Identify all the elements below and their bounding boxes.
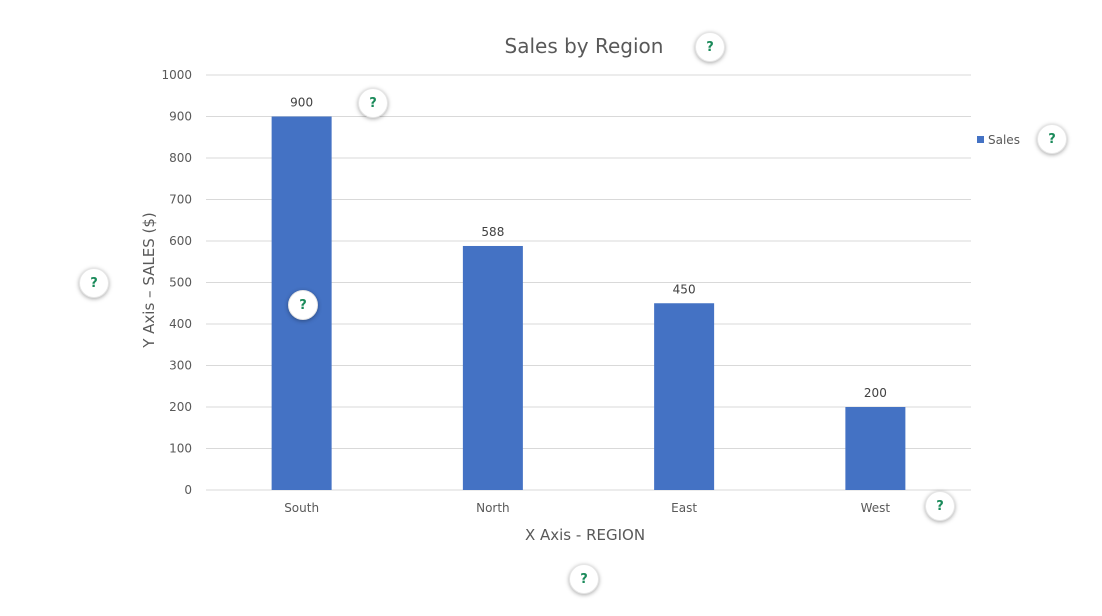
legend-swatch-sales bbox=[977, 136, 984, 143]
y-tick-label: 500 bbox=[169, 276, 192, 290]
help-button-x-axis-title[interactable]: ? bbox=[569, 564, 599, 594]
x-axis-title: X Axis - REGION bbox=[525, 526, 645, 544]
chart-title: Sales by Region bbox=[505, 34, 664, 58]
y-tick-label: 600 bbox=[169, 234, 192, 248]
y-axis-ticks: 0 100 200 300 400 500 600 700 800 900 1000 bbox=[161, 68, 192, 497]
bars bbox=[271, 116, 906, 490]
y-tick-label: 200 bbox=[169, 400, 192, 414]
question-mark-icon: ? bbox=[90, 275, 98, 291]
y-tick-label: 1000 bbox=[161, 68, 192, 82]
data-labels: 900 588 450 200 bbox=[290, 96, 887, 401]
x-tick-label: South bbox=[284, 501, 319, 515]
x-tick-label: North bbox=[476, 501, 510, 515]
legend: Sales bbox=[977, 133, 1020, 147]
y-tick-label: 300 bbox=[169, 359, 192, 373]
y-axis-title: Y Axis – SALES ($) bbox=[140, 212, 158, 349]
help-button-legend[interactable]: ? bbox=[1037, 124, 1067, 154]
legend-label-sales: Sales bbox=[988, 133, 1020, 147]
y-tick-label: 700 bbox=[169, 193, 192, 207]
question-mark-icon: ? bbox=[369, 95, 377, 111]
x-axis-ticks: South North East West bbox=[284, 501, 890, 515]
help-button-bar[interactable]: ? bbox=[288, 290, 318, 320]
y-tick-label: 800 bbox=[169, 151, 192, 165]
y-tick-label: 0 bbox=[184, 483, 192, 497]
x-tick-label: East bbox=[671, 501, 697, 515]
data-label-south: 900 bbox=[290, 96, 313, 110]
y-tick-label: 900 bbox=[169, 110, 192, 124]
bar-west[interactable] bbox=[845, 407, 906, 490]
question-mark-icon: ? bbox=[1048, 131, 1056, 147]
question-mark-icon: ? bbox=[580, 571, 588, 587]
x-tick-label: West bbox=[861, 501, 891, 515]
data-label-north: 588 bbox=[481, 225, 504, 239]
question-mark-icon: ? bbox=[706, 39, 714, 55]
question-mark-icon: ? bbox=[299, 297, 307, 313]
data-label-west: 200 bbox=[864, 386, 887, 400]
question-mark-icon: ? bbox=[936, 498, 944, 514]
help-button-data-label[interactable]: ? bbox=[358, 88, 388, 118]
bar-north[interactable] bbox=[462, 245, 523, 490]
y-tick-label: 100 bbox=[169, 442, 192, 456]
bar-east[interactable] bbox=[654, 303, 715, 490]
y-tick-label: 400 bbox=[169, 317, 192, 331]
data-label-east: 450 bbox=[673, 282, 696, 296]
help-button-x-axis-labels[interactable]: ? bbox=[925, 491, 955, 521]
help-button-y-axis[interactable]: ? bbox=[79, 268, 109, 298]
gridlines bbox=[206, 74, 971, 491]
help-button-title[interactable]: ? bbox=[695, 32, 725, 62]
